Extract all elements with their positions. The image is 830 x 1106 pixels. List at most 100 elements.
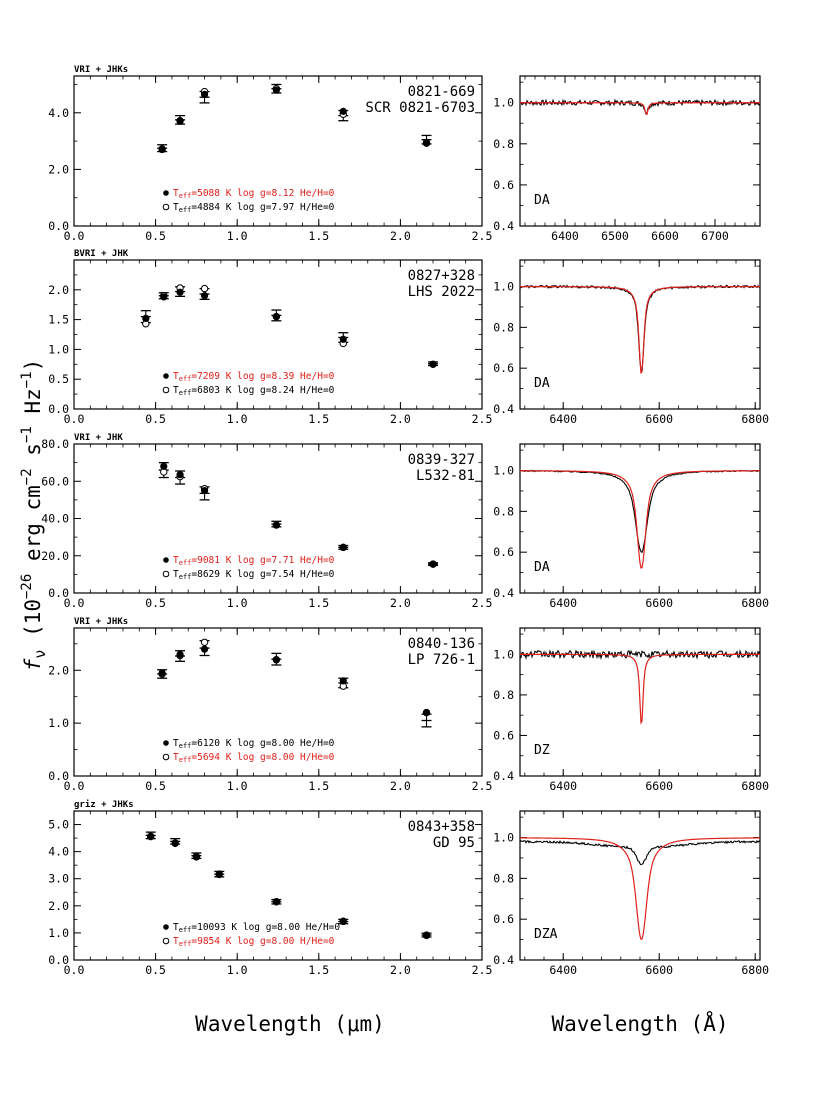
x-tick-label: 2.5 bbox=[472, 229, 493, 243]
y-tick-label: 4.0 bbox=[48, 106, 69, 120]
y-tick-label: 1.0 bbox=[493, 647, 514, 661]
legend-entry: Teff=10093 K log g=8.00 He/H=0 bbox=[173, 922, 340, 934]
sed-frame bbox=[73, 75, 483, 227]
model-filled-point bbox=[200, 486, 209, 495]
model-filled-point bbox=[422, 139, 431, 147]
spectral-class-label: DA bbox=[534, 376, 550, 391]
observed-spectrum-line bbox=[519, 469, 761, 554]
x-tick-label: 6600 bbox=[645, 596, 673, 610]
y-tick-label: 4.0 bbox=[48, 845, 69, 859]
model-filled-point bbox=[429, 360, 437, 368]
model-filled-point bbox=[176, 117, 184, 125]
model-filled-point bbox=[272, 313, 280, 321]
observed-spectrum-line bbox=[519, 649, 761, 661]
x-tick-label: 6800 bbox=[741, 963, 769, 977]
spectral-class-label: DA bbox=[534, 560, 550, 575]
y-tick-label: 0.0 bbox=[48, 953, 69, 967]
x-tick-label: 6600 bbox=[645, 412, 673, 426]
model-filled-point bbox=[422, 708, 431, 717]
model-filled-point bbox=[200, 645, 209, 653]
object-id: 0843+358 bbox=[408, 819, 475, 835]
x-tick-label: 1.5 bbox=[308, 779, 329, 793]
model-filled-point bbox=[339, 543, 347, 551]
legend-open-marker bbox=[162, 203, 170, 211]
spectrum-frame bbox=[519, 443, 761, 594]
model-filled-point bbox=[171, 839, 179, 848]
y-tick-label: 40.0 bbox=[41, 512, 69, 526]
spectrum-panel-0840-136: 6400 6600 6800 0.4 0.6 0.8 1.0 DZ bbox=[493, 627, 769, 793]
x-tick-label: 6600 bbox=[645, 963, 673, 977]
spectrum-frame bbox=[519, 75, 761, 227]
y-tick-label: 80.0 bbox=[41, 437, 69, 451]
y-tick-label: 20.0 bbox=[41, 549, 69, 563]
model-spectrum-line bbox=[520, 653, 760, 725]
y-tick-label: 0.0 bbox=[48, 219, 69, 233]
x-tick-label: 2.5 bbox=[472, 963, 493, 977]
sed-panel-0840-136: 0.0 0.5 1.0 1.5 2.0 2.5 0.0 1.0 2.0 VRI + JHKs 084… bbox=[48, 617, 492, 793]
legend-entry: Teff=4884 K log g=7.97 H/He=0 bbox=[173, 202, 335, 214]
x-tick-label: 6700 bbox=[701, 229, 729, 243]
object-name: SCR 0821-6703 bbox=[365, 100, 475, 116]
x-tick-label: 2.0 bbox=[390, 596, 411, 610]
x-tick-label: 1.5 bbox=[308, 596, 329, 610]
y-tick-label: 0.4 bbox=[493, 953, 514, 967]
object-id: 0840-136 bbox=[408, 636, 475, 652]
x-tick-label: 0.5 bbox=[145, 596, 166, 610]
band-label: VRI + JHKs bbox=[74, 65, 128, 75]
model-filled-point bbox=[215, 871, 223, 879]
legend-open-marker bbox=[162, 386, 170, 394]
legend-entry: Teff=7209 K log g=8.39 He/H=0 bbox=[173, 371, 335, 383]
legend-open-marker bbox=[162, 570, 170, 578]
legend-filled-marker bbox=[163, 190, 169, 196]
y-tick-label: 0.0 bbox=[48, 402, 69, 416]
x-tick-label: 0.0 bbox=[64, 963, 85, 977]
y-tick-label: 2.0 bbox=[48, 283, 69, 297]
y-tick-label: 1.0 bbox=[48, 926, 69, 940]
object-id: 0827+328 bbox=[408, 268, 475, 284]
y-tick-label: 1.0 bbox=[493, 831, 514, 845]
model-filled-point bbox=[176, 471, 184, 479]
sed-panel-0821-669: 0.0 0.5 1.0 1.5 2.0 2.5 0.0 2.0 4.0 VRI + JHKs 082… bbox=[48, 65, 492, 243]
sed-panel-0843+358: 0.0 0.5 1.0 1.5 2.0 2.5 0.0 1.0 2.0 3.0 4.0 5.0 griz… bbox=[48, 799, 492, 977]
y-tick-label: 2.0 bbox=[48, 162, 69, 176]
figure-y-axis-label: fν (10−26 erg cm−2 s−1 Hz−1) bbox=[19, 359, 49, 672]
y-tick-label: 0.8 bbox=[493, 320, 514, 334]
y-tick-label: 1.0 bbox=[48, 342, 69, 356]
x-tick-label: 2.5 bbox=[472, 596, 493, 610]
band-label: BVRI + JHK bbox=[74, 249, 129, 259]
model-filled-point bbox=[142, 314, 150, 323]
model-filled-point bbox=[158, 145, 166, 154]
legend-entry: Teff=9854 K log g=8.00 H/He=0 bbox=[173, 936, 335, 948]
legend-filled-marker bbox=[163, 740, 169, 746]
x-tick-label: 1.0 bbox=[227, 596, 248, 610]
model-filled-point bbox=[192, 853, 200, 861]
spectrum-x-axis-label: Wavelength (Å) bbox=[551, 1010, 728, 1036]
band-label: griz + JHKs bbox=[74, 799, 134, 810]
model-filled-point bbox=[200, 90, 209, 98]
x-tick-label: 6400 bbox=[551, 229, 579, 243]
spectral-class-label: DZA bbox=[534, 927, 558, 942]
band-label: VRI + JHKs bbox=[74, 617, 128, 627]
object-id: 0839-327 bbox=[408, 452, 475, 468]
x-tick-label: 2.0 bbox=[390, 779, 411, 793]
y-tick-label: 2.0 bbox=[48, 899, 69, 913]
object-name: LHS 2022 bbox=[408, 284, 475, 300]
x-tick-label: 1.5 bbox=[308, 229, 329, 243]
spectrum-panel-0839-327: 6400 6600 6800 0.4 0.6 0.8 1.0 DA bbox=[493, 443, 769, 610]
y-tick-label: 1.5 bbox=[48, 313, 69, 327]
x-tick-label: 1.0 bbox=[227, 963, 248, 977]
y-tick-label: 0.4 bbox=[493, 402, 514, 416]
model-filled-point bbox=[339, 335, 347, 343]
y-tick-label: 0.4 bbox=[493, 586, 514, 600]
y-tick-label: 5.0 bbox=[48, 818, 69, 832]
spectral-class-label: DA bbox=[534, 193, 550, 208]
sed-panel-0827+328: 0.0 0.5 1.0 1.5 2.0 2.5 0.0 0.5 1.0 1.5 2.0 BVRI + … bbox=[48, 249, 492, 426]
y-tick-label: 0.8 bbox=[493, 504, 514, 518]
model-filled-point bbox=[158, 669, 166, 677]
x-tick-label: 2.0 bbox=[390, 963, 411, 977]
legend-entry: Teff=8629 K log g=7.54 H/He=0 bbox=[173, 569, 335, 581]
object-name: GD 95 bbox=[433, 835, 475, 851]
legend-open-marker bbox=[162, 753, 170, 761]
model-spectrum-line bbox=[519, 102, 760, 115]
